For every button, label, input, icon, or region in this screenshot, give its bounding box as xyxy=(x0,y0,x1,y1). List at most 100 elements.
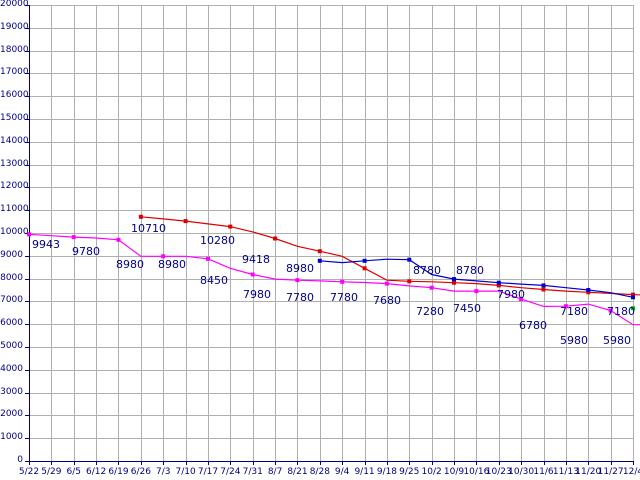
x-axis-tick-6-5: 6/5 xyxy=(66,467,81,477)
y-axis-tick-1000: 1000 xyxy=(0,432,23,443)
data-point-label: 8980 xyxy=(286,262,314,275)
data-point-label: 7180 xyxy=(607,305,635,318)
series-marker-magenta-series xyxy=(295,278,300,283)
data-point-label: 7980 xyxy=(497,288,525,301)
series-marker-green-marker xyxy=(631,306,635,311)
series-marker-blue-series xyxy=(317,258,322,263)
y-axis-tick-15000: 15000 xyxy=(0,113,29,123)
grid-lines xyxy=(29,5,634,462)
data-point-label: 7680 xyxy=(373,294,401,307)
data-point-label: 9943 xyxy=(32,238,60,251)
series-marker-red-series xyxy=(228,224,233,229)
data-point-label: 5980 xyxy=(560,334,588,347)
data-point-label: 9418 xyxy=(242,253,270,266)
series-marker-red-series xyxy=(496,283,501,288)
series-marker-red-series xyxy=(362,266,367,271)
series-marker-magenta-series xyxy=(71,235,76,240)
series-marker-blue-series xyxy=(586,288,591,292)
y-axis-tick-16000: 16000 xyxy=(0,90,29,101)
y-axis-tick-18000: 18000 xyxy=(0,44,29,55)
x-axis-tick-9-25: 9/25 xyxy=(399,467,420,477)
x-axis-tick-9-11: 9/11 xyxy=(354,467,375,477)
series-marker-magenta-series xyxy=(116,237,121,242)
x-axis-tick-7-10: 7/10 xyxy=(175,467,196,477)
x-axis-tick-7-3: 7/3 xyxy=(155,467,171,477)
series-marker-magenta-series xyxy=(161,254,166,259)
data-point-label: 7780 xyxy=(286,291,314,304)
data-point-label: 7180 xyxy=(560,305,588,318)
y-axis-tick-17000: 17000 xyxy=(0,67,29,78)
x-axis-tick-7-24: 7/24 xyxy=(220,467,241,477)
x-axis-tick-10-16: 10/16 xyxy=(463,467,490,477)
data-point-label: 5980 xyxy=(603,334,631,347)
series-marker-red-series xyxy=(631,292,635,297)
data-point-label: 10710 xyxy=(131,222,166,235)
series-marker-blue-series xyxy=(362,258,367,263)
x-axis-tick-11-13: 11/13 xyxy=(552,467,579,477)
series-marker-magenta-series xyxy=(608,308,613,313)
x-axis-tick-10-23: 10/23 xyxy=(485,467,512,477)
series-marker-blue-series xyxy=(452,277,456,282)
x-axis-tick-8-7: 8/7 xyxy=(267,467,283,477)
series-marker-red-series xyxy=(138,214,143,219)
x-axis-tick-10-2: 10/2 xyxy=(421,467,442,477)
x-axis-tick-5-22: 5/22 xyxy=(18,467,40,477)
x-axis-tick-11-27: 11/27 xyxy=(597,467,624,477)
series-marker-blue-series xyxy=(631,295,635,300)
series-marker-magenta-series xyxy=(563,304,568,309)
series-marker-red-series xyxy=(273,236,278,241)
series-marker-red-series xyxy=(183,219,188,224)
series-marker-red-series xyxy=(586,290,591,295)
data-point-label: 8450 xyxy=(200,274,228,287)
y-axis-tick-4000: 4000 xyxy=(0,363,23,374)
y-axis-tick-9000: 9000 xyxy=(0,249,23,260)
y-axis-tick-10000: 10000 xyxy=(0,227,29,237)
data-point-label: 8980 xyxy=(158,258,186,271)
data-point-label: 10280 xyxy=(200,234,235,247)
series-marker-magenta-series xyxy=(384,281,389,286)
series-marker-magenta-series xyxy=(206,256,210,261)
x-axis-tick-6-26: 6/26 xyxy=(130,467,151,477)
y-axis-tick-19000: 19000 xyxy=(0,21,29,32)
series-marker-red-series xyxy=(407,279,412,284)
data-point-label: 7280 xyxy=(416,305,444,318)
x-axis-tick-9-18: 9/18 xyxy=(376,467,398,477)
y-axis-tick-20000: 20000 xyxy=(0,0,29,9)
x-axis-tick-7-31: 7/31 xyxy=(242,467,263,477)
x-axis-tick-8-28: 8/28 xyxy=(309,467,330,477)
y-axis-tick-0: 0 xyxy=(17,455,23,465)
x-axis-tick-11-6: 11/6 xyxy=(533,467,554,477)
data-point-label: 8980 xyxy=(116,258,144,271)
data-point-label: 7980 xyxy=(243,288,271,301)
data-series-layer xyxy=(27,214,640,326)
series-line-magenta-series xyxy=(28,233,640,326)
series-marker-blue-series xyxy=(407,257,412,262)
x-axis-tick-5-29: 5/29 xyxy=(41,467,62,477)
x-axis-tick-6-12: 6/12 xyxy=(86,467,107,477)
y-axis-tick-5000: 5000 xyxy=(0,341,23,351)
series-marker-red-series xyxy=(452,280,456,285)
x-axis-tick-7-17: 7/17 xyxy=(197,467,219,477)
y-axis-tick-11000: 11000 xyxy=(0,204,29,215)
data-point-label: 8780 xyxy=(413,264,441,277)
series-marker-magenta-series xyxy=(429,285,434,290)
x-axis-tick-6-19: 6/19 xyxy=(108,467,129,477)
series-marker-magenta-series xyxy=(27,232,31,237)
y-axis-tick-12000: 12000 xyxy=(0,181,29,192)
series-marker-magenta-series xyxy=(250,272,255,277)
y-axis-tick-14000: 14000 xyxy=(0,135,29,146)
series-marker-red-series xyxy=(317,249,322,254)
series-marker-magenta-series xyxy=(340,279,345,284)
series-marker-red-series xyxy=(541,287,546,292)
y-axis-tick-3000: 3000 xyxy=(0,386,23,397)
y-axis-tick-13000: 13000 xyxy=(0,158,29,169)
y-axis-tick-6000: 6000 xyxy=(0,318,23,329)
series-marker-magenta-series xyxy=(519,297,524,302)
series-marker-blue-series xyxy=(541,283,546,288)
data-point-label: 7450 xyxy=(453,302,481,315)
series-marker-magenta-series xyxy=(474,289,479,294)
data-point-label: 7780 xyxy=(330,291,358,304)
x-axis-tick-10-30: 10/30 xyxy=(508,467,535,477)
